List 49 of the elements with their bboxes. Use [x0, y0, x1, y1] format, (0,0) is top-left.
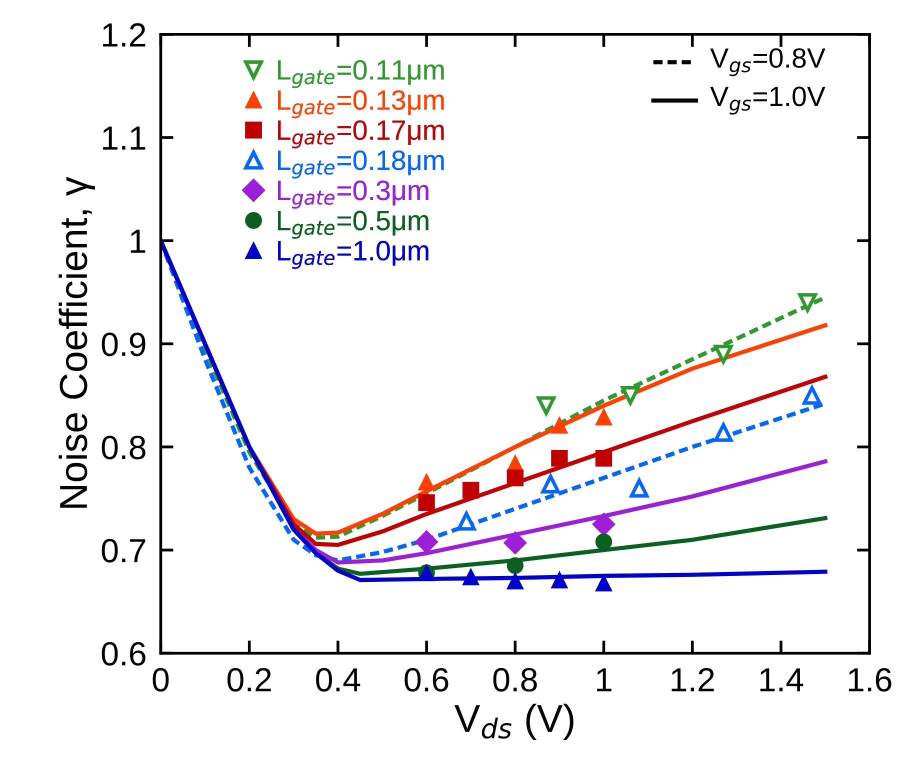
point: [595, 408, 612, 426]
y-tick-label: 1.1: [103, 126, 146, 150]
legend-label: L$_{gate}$=0.3μm: [278, 180, 428, 209]
point: [506, 470, 524, 486]
point: [462, 568, 480, 586]
point: [504, 531, 527, 554]
x-tick-label: 0.8: [493, 668, 537, 692]
y-tick-label: 1.2: [103, 23, 146, 46]
point: [551, 416, 568, 434]
point: [462, 482, 480, 499]
point: [536, 396, 556, 416]
point: [551, 450, 568, 467]
y-tick-label: 0.9: [102, 332, 146, 356]
x-tick-label: 0.4: [316, 668, 360, 692]
x-tick-label: 1.6: [848, 668, 892, 692]
x-axis-title: V$_{ds}$ (V): [454, 704, 574, 740]
point: [595, 533, 612, 550]
point: [592, 512, 616, 536]
y-tick-label: 0.6: [102, 642, 146, 666]
point: [541, 474, 560, 494]
legend-label: L$_{gate}$=0.18μm: [278, 150, 444, 178]
x-tick-label: 1.2: [672, 668, 714, 692]
point: [551, 572, 568, 588]
point: [506, 572, 524, 590]
point: [415, 530, 438, 554]
y-axis-title: Noise Coefficient, γ: [58, 176, 95, 508]
legend-label: L$_{gate}$=0.13μm: [278, 90, 444, 118]
point: [418, 494, 435, 511]
point: [620, 386, 640, 405]
point: [418, 474, 435, 490]
legend-label: L$_{gate}$=0.5μm: [278, 210, 428, 239]
x-tick-label: 0.2: [227, 668, 271, 692]
x-tick-label: 1: [597, 668, 612, 692]
point: [457, 512, 476, 531]
legend-label: L$_{gate}$=0.11μm: [278, 60, 444, 88]
point: [595, 450, 612, 467]
annotation: V$_{gs}$=0.8V: [710, 48, 826, 76]
point: [506, 557, 524, 574]
legend-label: L$_{gate}$=1.0μm: [278, 240, 428, 269]
point: [802, 386, 822, 405]
x-tick-label: 0: [152, 668, 169, 692]
annotation: V$_{gs}$=1.0V: [710, 86, 826, 115]
point: [630, 478, 649, 498]
y-tick-label: 0.8: [102, 436, 146, 460]
x-tick-label: 0.6: [404, 668, 448, 692]
y-tick-label: 1: [130, 230, 146, 253]
x-tick-label: 1.4: [760, 668, 804, 692]
legend-label: L$_{gate}$=0.17μm: [278, 120, 444, 148]
y-tick-label: 0.7: [102, 538, 146, 562]
